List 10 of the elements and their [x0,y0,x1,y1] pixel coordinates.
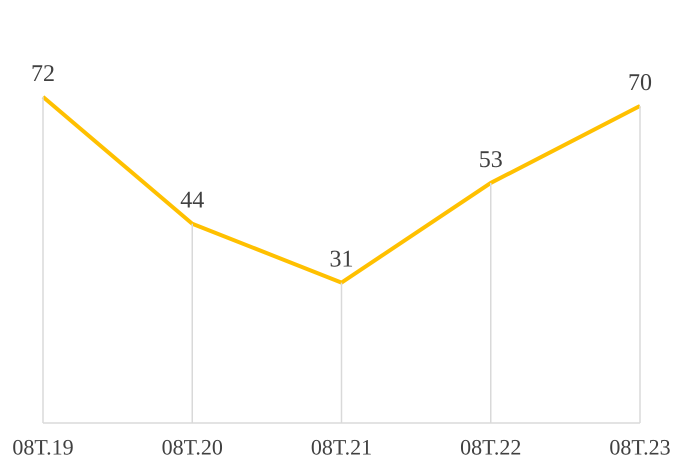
x-tick-label: 08T.22 [460,434,522,460]
x-tick-label: 08T.23 [609,434,671,460]
x-tick-label: 08T.19 [12,434,74,460]
data-label: 53 [478,146,503,173]
data-label: 44 [180,188,204,214]
data-label: 72 [31,60,55,87]
data-label: 31 [330,246,354,273]
x-tick-label: 08T.20 [162,434,223,460]
data-label: 70 [628,70,652,96]
x-tick-label: 08T.21 [310,434,372,460]
